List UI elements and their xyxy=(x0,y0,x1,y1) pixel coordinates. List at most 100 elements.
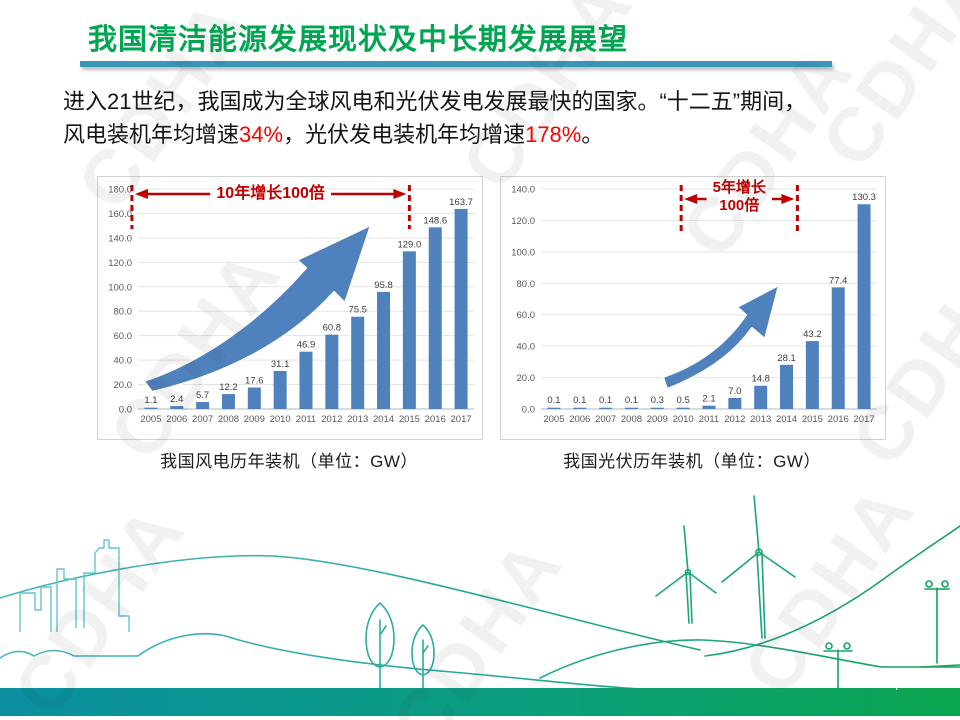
hill-foreground-mid xyxy=(539,639,960,679)
bar xyxy=(196,402,210,409)
annotation-label: 5年增长 xyxy=(713,178,767,196)
bar-value-label: 12.2 xyxy=(219,382,238,393)
solar-bar-chart: 0.0 20.0 40.0 60.0 80.0 100.0 120.0 140.0 0.1 200… xyxy=(511,178,877,425)
bar-value-label: 43.2 xyxy=(803,329,822,340)
y-tick-label: 100.0 xyxy=(108,282,132,293)
x-tick-label: 2010 xyxy=(673,414,694,425)
x-tick-label: 2014 xyxy=(373,414,394,425)
x-tick-label: 2013 xyxy=(347,414,368,425)
bar-value-label: 7.0 xyxy=(728,386,741,397)
annotation-label: 10年增长100倍 xyxy=(216,183,325,202)
x-tick-label: 2005 xyxy=(543,414,564,425)
y-tick-label: 20.0 xyxy=(517,373,536,384)
bar-value-label: 31.1 xyxy=(271,359,290,370)
x-tick-label: 2009 xyxy=(244,414,265,425)
intro-highlight-text: 178% xyxy=(525,122,582,147)
bar-value-label: 163.7 xyxy=(449,197,473,208)
bar-value-label: 0.5 xyxy=(677,395,690,406)
bar-value-label: 0.1 xyxy=(599,395,612,406)
y-tick-label: 160.0 xyxy=(108,209,132,220)
bar xyxy=(454,208,468,409)
page-number: 4 xyxy=(892,679,899,693)
y-tick-label: 60.0 xyxy=(517,310,536,321)
footer-bar xyxy=(0,688,960,716)
intro-highlight-text: 34% xyxy=(239,122,284,147)
wind-chart-panel: 0.0 20.0 40.0 60.0 80.0 100.0 120.0 140.0 160.0 1… xyxy=(97,176,483,440)
bar-value-label: 14.8 xyxy=(751,374,770,385)
x-tick-label: 2007 xyxy=(192,414,213,425)
y-tick-label: 0.0 xyxy=(119,405,132,416)
bar-value-label: 0.1 xyxy=(573,395,586,406)
bar-value-label: 2.4 xyxy=(170,394,183,405)
bar-value-label: 75.5 xyxy=(348,305,367,316)
city-skyline-icon xyxy=(19,539,130,632)
x-tick-label: 2016 xyxy=(828,414,849,425)
bar xyxy=(144,407,158,409)
x-tick-label: 2016 xyxy=(425,414,446,425)
x-tick-label: 2011 xyxy=(699,414,719,425)
intro-paragraph: 进入21世纪，我国成为全球风电和光伏发电发展最快的国家。“十二五”期间， 风电装机… xyxy=(63,85,919,151)
y-tick-label: 40.0 xyxy=(114,356,133,367)
bar xyxy=(247,387,261,409)
bar xyxy=(831,287,845,409)
solar-chart-caption: 我国光伏历年装机（单位：GW） xyxy=(563,452,821,471)
hill-back-left xyxy=(0,554,701,651)
x-tick-label: 2017 xyxy=(854,414,875,425)
y-tick-label: 80.0 xyxy=(114,307,133,318)
arrow-head-left-icon xyxy=(684,194,698,204)
y-tick-label: 140.0 xyxy=(511,185,535,196)
bar xyxy=(547,407,561,409)
x-tick-label: 2015 xyxy=(399,414,420,425)
y-tick-label: 100.0 xyxy=(511,247,535,258)
x-tick-label: 2012 xyxy=(724,414,745,425)
bar xyxy=(377,291,391,409)
power-pole-icon xyxy=(823,580,960,690)
hill-foreground-left xyxy=(0,633,641,690)
wind-turbine-icon xyxy=(655,495,796,639)
bar xyxy=(599,407,613,409)
wind-bar-chart: 0.0 20.0 40.0 60.0 80.0 100.0 120.0 140.0 160.0 1… xyxy=(108,183,474,425)
y-tick-label: 20.0 xyxy=(114,380,133,391)
wind-chart-caption: 我国风电历年装机（单位：GW） xyxy=(160,452,418,471)
bar xyxy=(857,204,871,409)
y-tick-label: 60.0 xyxy=(114,331,133,342)
bar-value-label: 5.7 xyxy=(196,390,209,401)
bar xyxy=(299,351,313,409)
intro-text: 进入21世纪，我国成为全球风电和光伏发电发展最快的国家。“十二五”期间， xyxy=(63,89,807,114)
solar-chart-panel: 0.0 20.0 40.0 60.0 80.0 100.0 120.0 140.0 0.1 200… xyxy=(500,176,886,440)
bar xyxy=(170,406,184,409)
x-tick-label: 2007 xyxy=(595,414,616,425)
x-tick-label: 2011 xyxy=(296,414,316,425)
x-tick-label: 2014 xyxy=(776,414,797,425)
title-underline xyxy=(80,61,832,67)
x-tick-label: 2013 xyxy=(750,414,771,425)
bar-value-label: 130.3 xyxy=(852,192,876,203)
bar-value-label: 2.1 xyxy=(702,394,715,405)
x-tick-label: 2010 xyxy=(270,414,291,425)
x-tick-label: 2008 xyxy=(218,414,239,425)
bar-value-label: 28.1 xyxy=(777,353,796,364)
bar xyxy=(221,394,235,409)
growth-swoosh-arrow-icon xyxy=(662,284,780,390)
bar-value-label: 148.6 xyxy=(423,215,447,226)
bar-value-label: 95.8 xyxy=(374,280,393,291)
y-tick-label: 40.0 xyxy=(517,342,536,353)
bar xyxy=(650,407,664,409)
bar-value-label: 1.1 xyxy=(144,395,157,406)
y-tick-label: 120.0 xyxy=(511,216,535,227)
x-tick-label: 2017 xyxy=(451,414,472,425)
bar xyxy=(402,251,416,409)
y-tick-label: 120.0 xyxy=(108,258,132,269)
bar xyxy=(573,407,587,409)
arrow-head-right-icon xyxy=(781,194,795,204)
bar xyxy=(624,407,638,409)
hill-back-right xyxy=(704,525,960,657)
bar-value-label: 0.1 xyxy=(625,395,638,406)
bar xyxy=(805,341,819,409)
bar xyxy=(273,370,287,409)
bar xyxy=(351,316,365,409)
page-title: 我国清洁能源发展现状及中长期发展展望 xyxy=(88,24,629,56)
bar xyxy=(428,227,442,409)
intro-text: ，光伏发电装机年均增速 xyxy=(283,122,526,147)
